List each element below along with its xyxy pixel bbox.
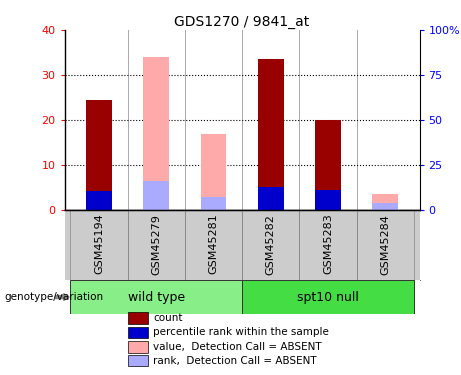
Bar bbox=[128, 210, 185, 280]
Bar bbox=[129, 312, 148, 324]
Bar bbox=[356, 210, 414, 280]
Bar bbox=[129, 355, 148, 366]
Text: count: count bbox=[153, 313, 183, 323]
Bar bbox=[86, 100, 112, 210]
Text: percentile rank within the sample: percentile rank within the sample bbox=[153, 327, 329, 338]
Text: genotype/variation: genotype/variation bbox=[5, 292, 104, 302]
Bar bbox=[315, 190, 341, 210]
Bar bbox=[258, 187, 284, 210]
Bar bbox=[242, 210, 299, 280]
Bar bbox=[129, 327, 148, 338]
Text: GSM45279: GSM45279 bbox=[151, 214, 161, 274]
Text: rank,  Detection Call = ABSENT: rank, Detection Call = ABSENT bbox=[153, 356, 317, 366]
Bar bbox=[242, 280, 414, 314]
Text: wild type: wild type bbox=[128, 291, 185, 303]
Text: spt10 null: spt10 null bbox=[297, 291, 359, 303]
Bar bbox=[70, 210, 128, 280]
Bar bbox=[299, 210, 356, 280]
Bar bbox=[86, 191, 112, 210]
Bar bbox=[129, 341, 148, 352]
Bar bbox=[143, 57, 169, 210]
Bar bbox=[258, 59, 284, 210]
Bar bbox=[201, 197, 226, 210]
Text: GSM45281: GSM45281 bbox=[208, 214, 219, 274]
Bar bbox=[372, 195, 398, 210]
Bar bbox=[315, 120, 341, 210]
Bar bbox=[201, 134, 226, 210]
Bar bbox=[185, 210, 242, 280]
Bar bbox=[143, 181, 169, 210]
Text: GSM45283: GSM45283 bbox=[323, 214, 333, 274]
Bar bbox=[372, 204, 398, 210]
Text: GSM45284: GSM45284 bbox=[380, 214, 390, 274]
Text: GSM45194: GSM45194 bbox=[94, 214, 104, 274]
Title: GDS1270 / 9841_at: GDS1270 / 9841_at bbox=[174, 15, 310, 29]
Text: value,  Detection Call = ABSENT: value, Detection Call = ABSENT bbox=[153, 342, 322, 352]
Bar bbox=[70, 280, 242, 314]
Text: GSM45282: GSM45282 bbox=[266, 214, 276, 274]
